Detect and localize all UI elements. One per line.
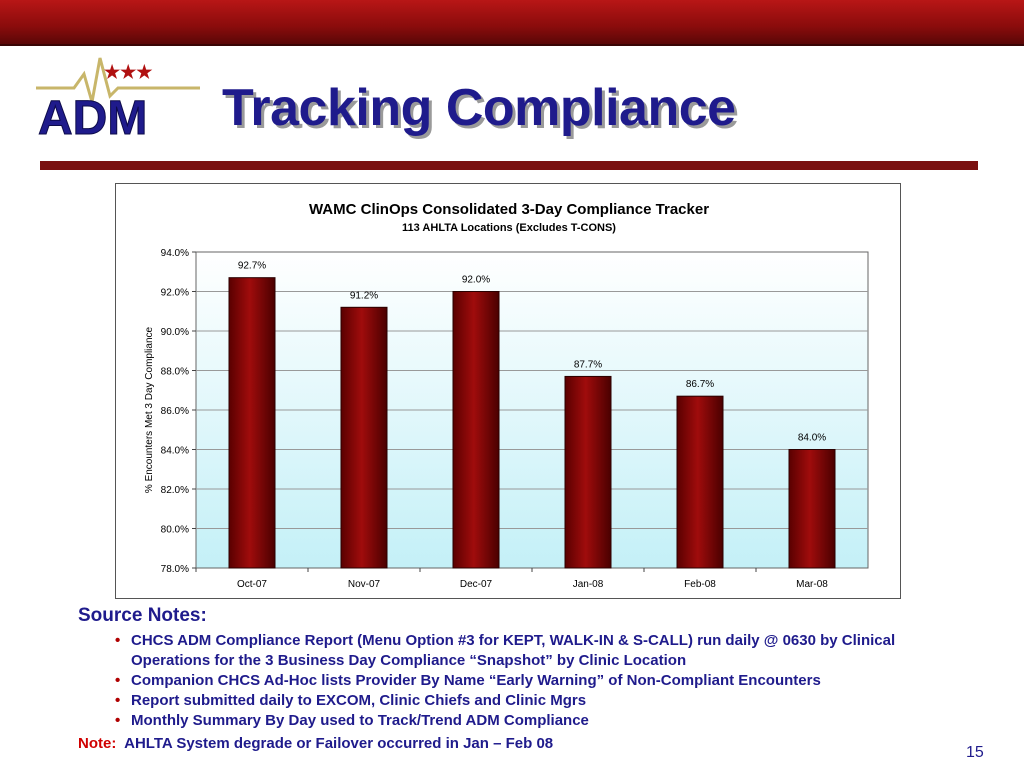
source-note-text: Report submitted daily to EXCOM, Clinic …	[131, 692, 587, 709]
y-tick-label: 86.0%	[161, 406, 189, 417]
y-tick-label: 94.0%	[161, 248, 189, 259]
bar-dec-07	[452, 291, 500, 569]
y-tick-label: 92.0%	[161, 288, 189, 299]
data-label: 86.7%	[686, 379, 714, 390]
bar-mar-08	[788, 449, 836, 569]
source-notes-list: • CHCS ADM Compliance Report (Menu Option…	[115, 631, 975, 731]
chart-title: WAMC ClinOps Consolidated 3-Day Complian…	[309, 201, 709, 218]
y-axis-label: % Encounters Met 3 Day Compliance	[144, 326, 155, 493]
x-tick-labels: Oct-07 Nov-07 Dec-07 Jan-08 Feb-08 Mar-08	[195, 568, 828, 590]
source-note-text: Companion CHCS Ad-Hoc lists Provider By …	[131, 672, 821, 689]
source-note-item: • Monthly Summary By Day used to Track/Tr…	[115, 711, 975, 731]
y-tick-label: 80.0%	[161, 525, 189, 536]
x-tick-label: Mar-08	[796, 579, 828, 590]
bullet-icon: •	[115, 712, 121, 729]
y-tick-label: 90.0%	[161, 327, 189, 338]
data-label: 91.2%	[350, 290, 378, 301]
y-tick-label: 82.0%	[161, 485, 189, 496]
data-label: 92.0%	[462, 275, 490, 286]
chart-subtitle: 113 AHLTA Locations (Excludes T-CONS)	[402, 222, 616, 234]
logo-text: ADM	[38, 92, 147, 142]
bar-oct-07	[228, 277, 276, 569]
bar-jan-08	[564, 375, 612, 569]
page-number: 15	[966, 744, 984, 761]
y-tick-label: 88.0%	[161, 367, 189, 378]
note-label: Note:	[78, 735, 117, 752]
bar-nov-07	[340, 306, 388, 569]
x-tick-label: Dec-07	[460, 579, 493, 590]
bullet-icon: •	[115, 672, 121, 689]
adm-logo: ★★★ ADM	[36, 57, 200, 142]
x-tick-label: Feb-08	[684, 579, 716, 590]
data-label: 87.7%	[574, 359, 602, 370]
source-note-item: • CHCS ADM Compliance Report (Menu Option…	[115, 631, 975, 671]
bars: 92.7% 91.2% 92.0% 87.7% 86.7% 84.0%	[228, 261, 836, 569]
source-notes-heading: Source Notes:	[78, 605, 207, 626]
bar-chart: WAMC ClinOps Consolidated 3-Day Complian…	[144, 201, 869, 590]
bullet-icon: •	[115, 692, 121, 709]
bar-feb-08	[676, 395, 724, 569]
failover-note: Note: AHLTA System degrade or Failover o…	[78, 735, 553, 752]
y-ticks: 78.0% 80.0% 82.0% 84.0% 86.0% 88.0% 90.0% 92.0%…	[161, 248, 196, 575]
y-tick-label: 78.0%	[161, 564, 189, 575]
x-tick-label: Jan-08	[573, 579, 604, 590]
y-tick-label: 84.0%	[161, 446, 189, 457]
note-text: AHLTA System degrade or Failover occurre…	[124, 735, 554, 752]
slide-title: Tracking Compliance	[222, 79, 736, 137]
source-note-item: • Report submitted daily to EXCOM, Clinic…	[115, 691, 975, 711]
gridlines	[196, 291, 868, 529]
data-label: 84.0%	[798, 433, 826, 444]
title-divider	[40, 161, 978, 170]
chart-frame: WAMC ClinOps Consolidated 3-Day Complian…	[115, 183, 901, 599]
source-note-item: • Companion CHCS Ad-Hoc lists Provider By…	[115, 671, 975, 691]
source-note-text: Monthly Summary By Day used to Track/Tre…	[131, 712, 589, 729]
bullet-icon: •	[115, 632, 121, 649]
x-tick-label: Oct-07	[237, 579, 267, 590]
top-banner	[0, 0, 1024, 46]
source-note-text: CHCS ADM Compliance Report (Menu Option …	[131, 632, 896, 669]
x-tick-label: Nov-07	[348, 579, 381, 590]
data-label: 92.7%	[238, 261, 266, 272]
svg-text:★★★: ★★★	[104, 62, 153, 82]
